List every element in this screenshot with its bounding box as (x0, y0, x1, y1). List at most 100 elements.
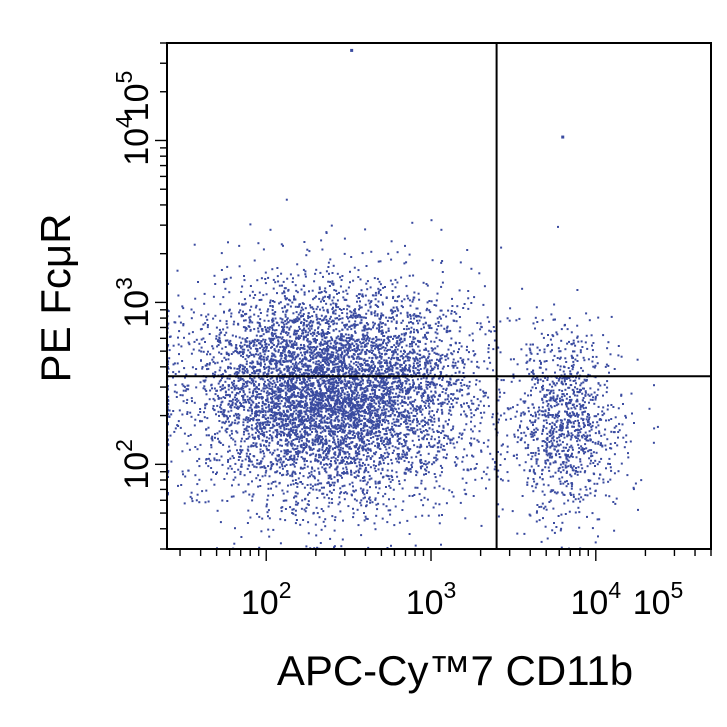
event-dot (288, 328, 291, 331)
event-dot (391, 316, 394, 319)
event-dot (316, 394, 319, 397)
event-dot (285, 438, 288, 441)
event-dot (310, 327, 313, 330)
event-dot (181, 413, 184, 416)
event-dot (332, 283, 335, 286)
event-dot (232, 323, 235, 326)
event-dot (384, 437, 387, 440)
event-dot (362, 379, 364, 382)
event-dot (420, 388, 423, 391)
event-dot (290, 443, 293, 446)
event-dot (255, 334, 258, 337)
event-dot (328, 339, 331, 342)
event-dot (343, 378, 346, 381)
event-dot (319, 403, 322, 406)
event-dot (295, 462, 298, 464)
event-dot (316, 363, 319, 366)
event-dot (259, 342, 262, 345)
event-dot (366, 434, 369, 437)
event-dot (506, 451, 509, 454)
event-dot (390, 404, 393, 407)
event-dot (426, 284, 429, 287)
event-dot (353, 310, 356, 313)
event-dot (304, 273, 307, 276)
event-dot (327, 458, 330, 461)
event-dot (461, 379, 464, 381)
event-dot (179, 426, 182, 429)
event-dot (461, 359, 464, 362)
event-dot (342, 414, 345, 417)
event-dot (314, 340, 317, 343)
event-dot (375, 378, 378, 381)
event-dot (256, 348, 259, 351)
event-dot (361, 329, 364, 332)
event-dot (315, 348, 318, 351)
event-dot (416, 421, 419, 424)
event-dot (412, 274, 415, 277)
event-dot (448, 489, 451, 492)
event-dot (280, 463, 283, 466)
event-dot (272, 431, 275, 434)
event-dot (338, 474, 341, 477)
event-dot (199, 381, 202, 384)
event-dot (346, 471, 349, 473)
event-dot (300, 288, 303, 291)
event-dot (248, 435, 251, 438)
event-dot (316, 345, 319, 348)
event-dot (301, 354, 304, 357)
event-dot (258, 376, 260, 379)
event-dot (356, 316, 359, 319)
event-dot (383, 393, 386, 396)
event-dot (352, 314, 355, 317)
event-dot (177, 336, 179, 339)
event-dot (427, 331, 430, 334)
event-dot (327, 327, 330, 330)
event-dot (325, 359, 328, 362)
event-dot (285, 499, 288, 502)
event-dot (427, 355, 430, 358)
event-dot (357, 412, 360, 415)
event-dot (227, 410, 230, 413)
event-dot (352, 430, 355, 433)
event-dot (282, 409, 285, 412)
event-dot (225, 322, 228, 325)
event-dot (183, 502, 186, 505)
event-dot (281, 352, 284, 355)
event-dot (288, 390, 291, 393)
event-dot (384, 492, 387, 495)
event-dot (357, 452, 360, 455)
event-dot (293, 395, 296, 398)
event-dot (222, 328, 225, 331)
event-dot (323, 290, 326, 293)
event-dot (480, 450, 483, 453)
event-dot (392, 318, 395, 321)
event-dot (300, 381, 303, 384)
event-dot (244, 458, 247, 461)
event-dot (298, 438, 301, 441)
event-dot (229, 394, 231, 397)
event-dot (394, 401, 397, 404)
event-dot (167, 469, 170, 472)
event-dot (277, 400, 280, 402)
event-dot (273, 359, 276, 362)
event-dot (378, 482, 381, 484)
event-dot (276, 448, 279, 451)
event-dot (293, 295, 295, 298)
event-dot (394, 395, 397, 398)
event-dot (337, 440, 340, 443)
event-dot (242, 326, 245, 329)
event-dot (324, 470, 327, 472)
event-dot (437, 367, 439, 370)
event-dot (410, 411, 413, 414)
event-dot (367, 439, 370, 442)
event-dot (336, 365, 339, 368)
event-dot (439, 354, 442, 357)
event-dot (333, 425, 336, 428)
event-dot (354, 368, 357, 371)
event-dot (321, 371, 324, 374)
event-dot (290, 427, 292, 430)
event-dot (220, 252, 223, 255)
event-dot (207, 434, 210, 437)
event-dot (325, 438, 328, 441)
event-dot (262, 414, 265, 417)
